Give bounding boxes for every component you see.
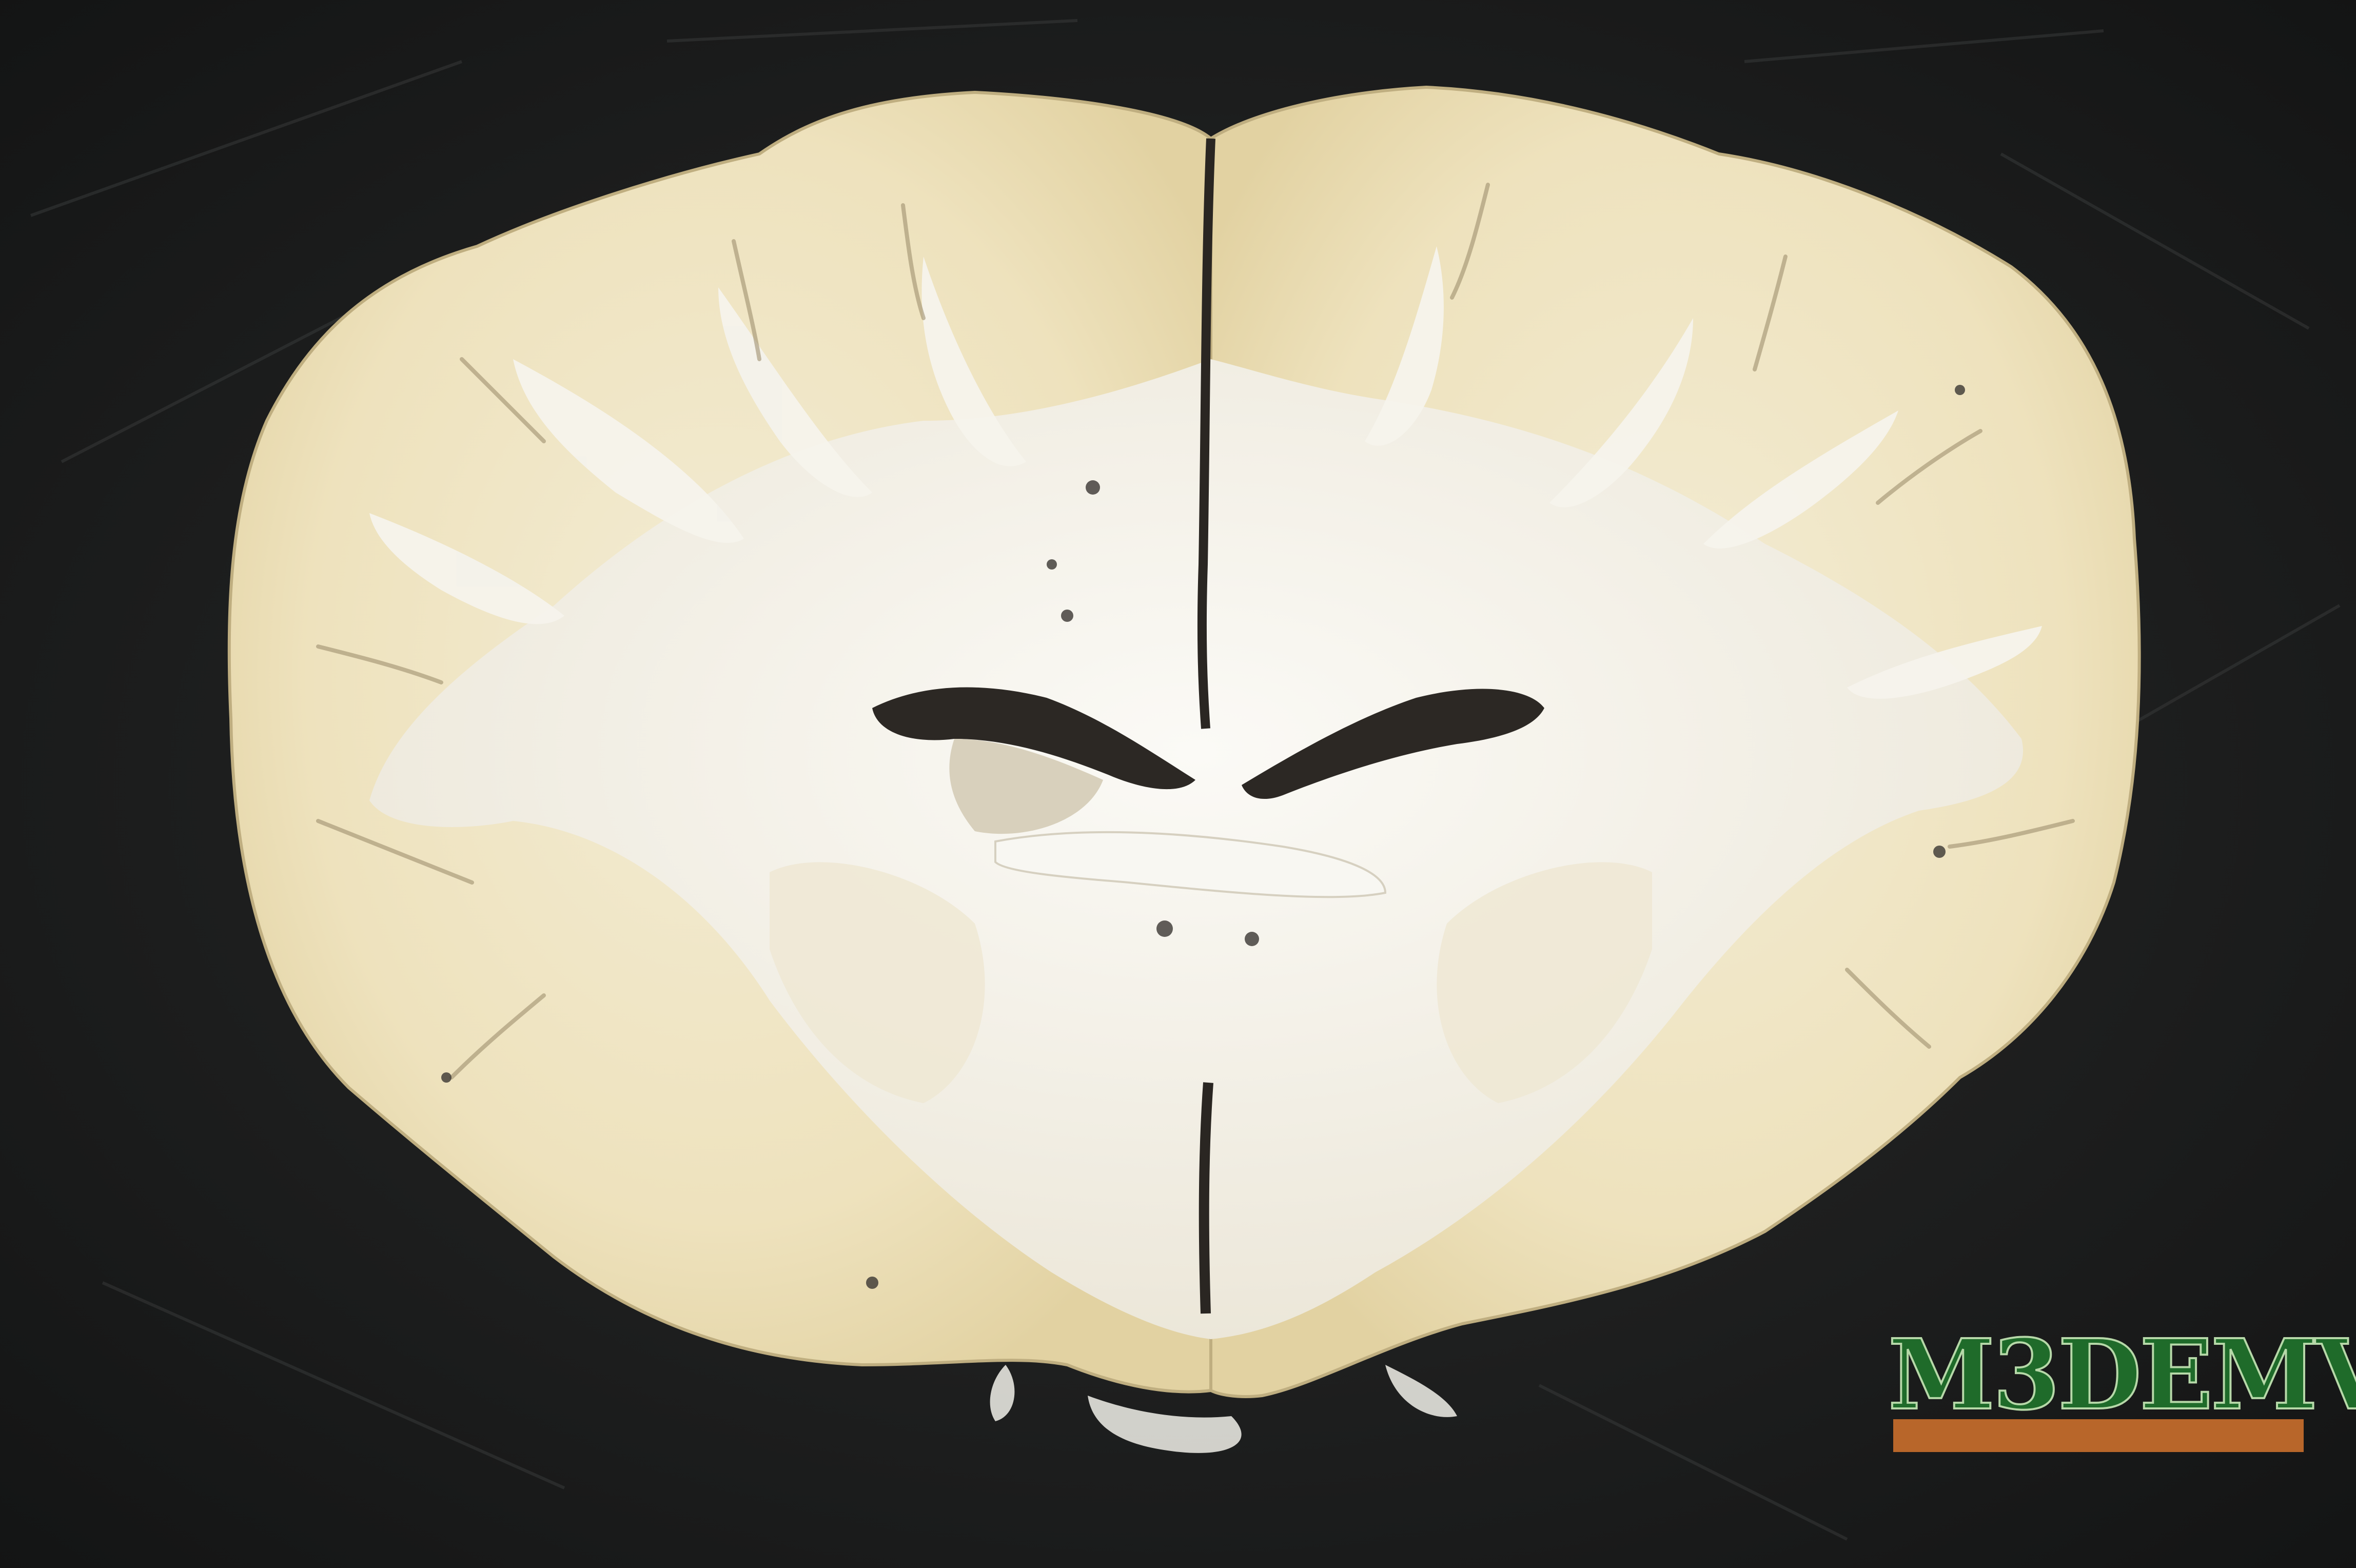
- gyral-white-matter: [369, 246, 2042, 699]
- interhemispheric-fissure: [1197, 138, 1215, 729]
- sulci: [316, 183, 2075, 1080]
- watermark-underline-bar: [1893, 1419, 2304, 1452]
- watermark-logo: M3DEMV: [1887, 1314, 2356, 1467]
- left-lateral-ventricle: [872, 687, 1195, 790]
- fornix: [994, 831, 1387, 898]
- watermark-text: M3DEMV: [1887, 1317, 2356, 1433]
- vessel-specks: [441, 385, 1965, 1289]
- meningeal-remnants: [990, 1365, 1457, 1453]
- lower-midline-cleft: [1199, 1082, 1213, 1314]
- septal-region: [949, 739, 1103, 834]
- deep-grey-nuclei: [770, 862, 1652, 1103]
- right-lateral-ventricle: [1242, 689, 1544, 799]
